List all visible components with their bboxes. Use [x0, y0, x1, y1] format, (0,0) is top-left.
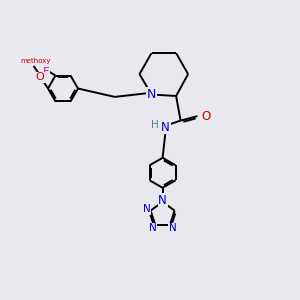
- Text: N: N: [169, 223, 176, 233]
- Text: F: F: [43, 67, 49, 77]
- Text: N: N: [158, 194, 167, 207]
- Text: H: H: [151, 120, 159, 130]
- Text: methoxy: methoxy: [21, 58, 51, 64]
- Text: N: N: [161, 121, 170, 134]
- Text: O: O: [201, 110, 210, 123]
- Text: N: N: [142, 204, 150, 214]
- Text: N: N: [147, 88, 156, 101]
- Text: O: O: [35, 72, 44, 82]
- Text: N: N: [149, 223, 157, 233]
